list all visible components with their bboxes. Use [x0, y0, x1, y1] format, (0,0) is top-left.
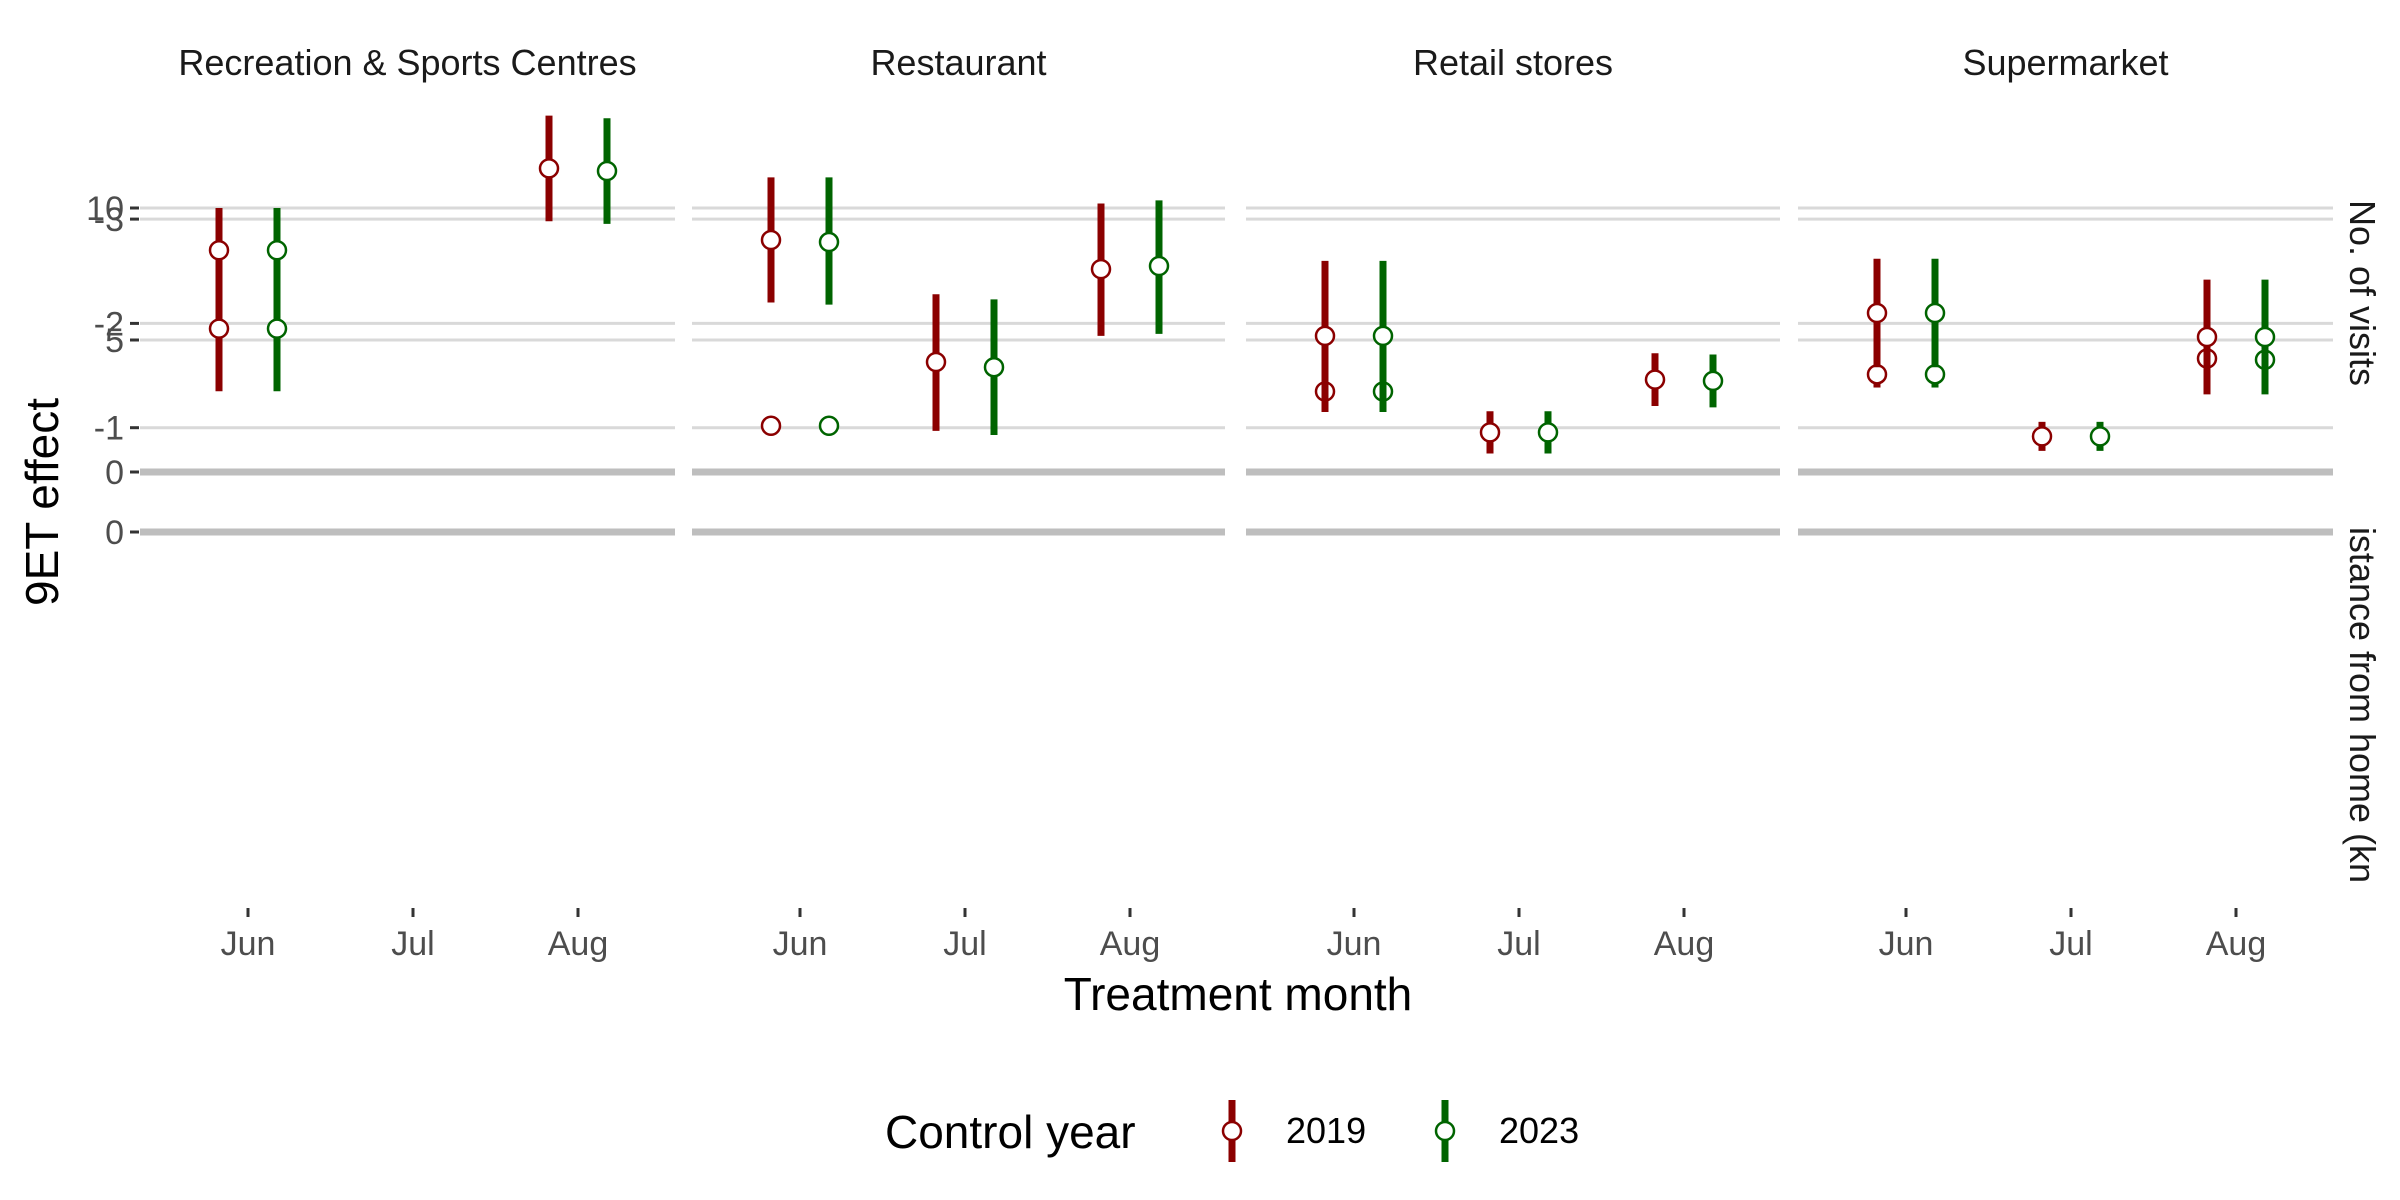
x-axis-title: Treatment month — [1064, 968, 1413, 1020]
point-2023-recreation-sports-centres-visits-aug-marker — [596, 160, 618, 182]
point-2019-restaurant-distance-jun-marker — [760, 229, 782, 251]
point-2023-retail-stores-distance-jun-marker — [1372, 325, 1394, 347]
point-2023-supermarket-distance-jun-marker — [1924, 302, 1946, 324]
x-tick-label-jun: Jun — [1879, 925, 1934, 963]
y-tick-label-distance: -3 — [94, 201, 124, 239]
point-2023-retail-stores-visits-jul-marker — [1537, 422, 1559, 443]
point-2023-restaurant-distance-jul-marker — [983, 356, 1005, 378]
point-2019-restaurant-visits-jun-marker — [760, 415, 782, 437]
y-axis-title: 9ET effect — [16, 398, 68, 606]
row-label-distance: istance from home (kn — [2342, 527, 2383, 883]
y-tick-label-visits: 10 — [86, 190, 124, 228]
point-2019-restaurant-distance-aug-marker — [1090, 258, 1112, 280]
x-axis-ticks: Jun Jul Aug Jun Jul Aug Jun Jul Aug Jun Jul Aug — [221, 908, 2267, 963]
gridlines — [140, 206, 2333, 430]
y-tick-label-distance: -2 — [94, 305, 124, 343]
panel-label-retail-stores: Retail stores — [1413, 42, 1613, 83]
point-2023-retail-stores-visits-aug-marker — [1702, 370, 1724, 392]
x-tick-label-aug: Aug — [2206, 925, 2267, 963]
y-tick-label-distance: 0 — [105, 514, 124, 552]
point-2019-recreation-sports-centres-visits-jun-marker — [208, 239, 230, 261]
point-2019-supermarket-visits-jun-marker — [1866, 364, 1888, 385]
point-2019-recreation-sports-centres-distance-jun-marker — [208, 318, 230, 339]
row-strips: No. of visits istance from home (kn — [2342, 200, 2383, 883]
point-2023-supermarket-distance-aug-marker — [2254, 326, 2276, 348]
x-tick-label-aug: Aug — [1654, 925, 1715, 963]
legend-label-2023: 2023 — [1499, 1110, 1579, 1151]
x-tick-label-jun: Jun — [1327, 925, 1382, 963]
point-2019-restaurant-distance-jul-marker — [925, 351, 947, 373]
point-2019-retail-stores-visits-jul-marker — [1479, 422, 1501, 443]
point-2023-restaurant-distance-aug-marker — [1148, 255, 1170, 277]
zero-lines — [140, 468, 2333, 536]
point-2019-retail-stores-visits-aug-marker — [1644, 369, 1666, 390]
legend-title: Control year — [885, 1106, 1136, 1158]
x-tick-label-jul: Jul — [1497, 925, 1540, 963]
y-tick-label-visits: 0 — [105, 454, 124, 492]
legend: Control year 2019 2023 — [885, 1100, 1579, 1162]
point-2023-restaurant-distance-jun-marker — [818, 231, 840, 253]
x-tick-label-jul: Jul — [391, 925, 434, 963]
point-2019-supermarket-visits-jul-marker — [2031, 426, 2053, 447]
y-tick-label-visits: 5 — [105, 322, 124, 360]
x-tick-label-jun: Jun — [221, 925, 276, 963]
panel-label-supermarket: Supermarket — [1962, 42, 2168, 83]
row-label-visits: No. of visits — [2342, 200, 2383, 386]
legend-key-marker-2019 — [1221, 1120, 1243, 1142]
x-tick-label-jul: Jul — [943, 925, 986, 963]
point-2023-recreation-sports-centres-distance-jun-marker — [266, 318, 288, 339]
panel-label-restaurant: Restaurant — [870, 42, 1046, 83]
point-2019-supermarket-distance-jun-marker — [1866, 302, 1888, 324]
x-tick-label-jul: Jul — [2049, 925, 2092, 963]
panel-label-recreation-sports-centres: Recreation & Sports Centres — [178, 42, 636, 83]
panel-strips: Recreation & Sports Centres Restaurant Ret… — [178, 42, 2168, 83]
point-2019-recreation-sports-centres-visits-aug-marker — [538, 158, 560, 179]
data-marks — [208, 115, 2276, 454]
point-2019-supermarket-distance-aug-marker — [2196, 326, 2218, 348]
point-2019-retail-stores-distance-jun-marker — [1314, 325, 1336, 347]
x-tick-label-jun: Jun — [773, 925, 828, 963]
point-2023-recreation-sports-centres-visits-jun-marker — [266, 239, 288, 261]
x-tick-label-aug: Aug — [1100, 925, 1161, 963]
point-2023-restaurant-visits-jun-marker — [818, 415, 840, 437]
legend-label-2019: 2019 — [1286, 1110, 1366, 1151]
legend-key-marker-2023 — [1434, 1120, 1456, 1142]
x-tick-label-aug: Aug — [548, 925, 609, 963]
point-2023-supermarket-visits-jun-marker — [1924, 364, 1946, 385]
legend-keys: 2019 2023 — [1221, 1100, 1579, 1162]
point-2023-supermarket-visits-jul-marker — [2089, 426, 2111, 447]
y-tick-label-distance: -1 — [94, 410, 124, 448]
y-axis-ticks: 0 5 10 0 -1 -2 -3 — [86, 190, 139, 552]
